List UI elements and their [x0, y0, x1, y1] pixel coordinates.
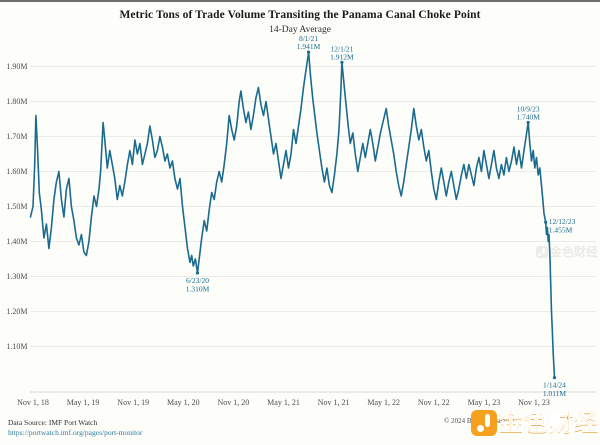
annotation-date: 10/9/23 [517, 105, 540, 114]
annotation-date: 12/1/21 [330, 44, 353, 53]
annotation-value: 1.941M [297, 42, 321, 51]
copyright-label: © 2024 Bianco Research [444, 417, 515, 425]
annotation-date: 8/1/21 [299, 34, 318, 43]
data-source-label: Data Source: IMF Port Watch [8, 418, 98, 427]
annotation-dot [526, 120, 530, 125]
annotation-dot [306, 50, 311, 54]
annotation-value: 1.011M [543, 389, 567, 398]
annotation-dot [552, 376, 557, 380]
x-tick-label: May 1, 21 [267, 398, 300, 407]
chart-subtitle: 14-Day Average [269, 25, 331, 35]
x-tick-label: Nov 1, 19 [117, 398, 149, 407]
x-tick-label: May 1, 23 [468, 398, 501, 407]
annotation-date: 6/23/20 [186, 276, 209, 285]
y-tick-label: 1.10M [6, 342, 27, 351]
annotation-dot [340, 60, 344, 64]
x-tick-label: Nov 1, 23 [518, 398, 550, 407]
x-tick-label: Nov 1, 18 [17, 398, 49, 407]
chart-title: Metric Tons of Trade Volume Transiting t… [119, 9, 481, 21]
y-tick-label: 1.30M [6, 272, 27, 281]
y-tick-label: 1.90M [6, 62, 27, 71]
y-tick-label: 1.60M [6, 167, 27, 176]
annotation-value: 1.740M [516, 113, 540, 122]
annotation-dot [544, 220, 548, 224]
data-source-url[interactable]: https://portwatch.imf.org/pages/port-mon… [8, 428, 143, 437]
y-tick-label: 1.20M [6, 307, 27, 316]
y-tick-label: 1.70M [6, 132, 27, 141]
y-tick-label: 1.40M [6, 237, 27, 246]
annotation-value: 1.310M [186, 285, 210, 294]
trade-volume-line [29, 51, 556, 379]
y-tick-label: 1.80M [6, 97, 27, 106]
annotation-date: 1/14/24 [543, 381, 566, 390]
annotation-value: 1.455M [549, 225, 573, 234]
x-tick-label: May 1, 20 [167, 398, 200, 407]
x-tick-label: Nov 1, 21 [318, 398, 350, 407]
x-tick-label: May 1, 22 [367, 398, 400, 407]
annotation-dot [195, 271, 200, 275]
top-border [0, 0, 600, 2]
y-tick-label: 1.50M [6, 202, 27, 211]
annotation-value: 1.912M [330, 52, 354, 61]
annotation-date: 12/12/23 [549, 217, 576, 226]
x-tick-label: Nov 1, 20 [218, 398, 250, 407]
x-tick-label: May 1, 19 [67, 398, 100, 407]
x-tick-label: Nov 1, 22 [418, 398, 450, 407]
